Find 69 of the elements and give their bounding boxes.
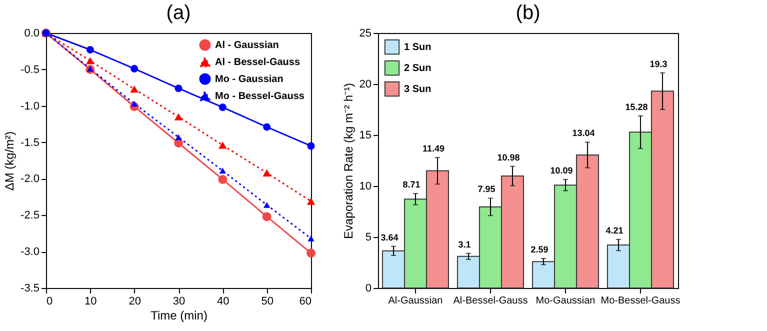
data-label: 2.59 [530, 244, 548, 255]
x-tick-label: 50 [261, 296, 274, 308]
data-label: 4.21 [606, 225, 624, 236]
data-label: 3.64 [380, 232, 398, 242]
legend-label: Mo - Gaussian [215, 74, 284, 85]
point [263, 202, 270, 208]
point [218, 104, 226, 112]
y-tick-label: 0.0 [24, 28, 40, 40]
x-tick-label: 0 [46, 296, 53, 308]
point [130, 86, 138, 93]
point [130, 64, 138, 72]
point [130, 100, 138, 107]
legend-label: 1 Sun [404, 42, 432, 53]
chart-title: (a) [166, 2, 191, 24]
y-tick-label: -3.0 [20, 246, 40, 258]
point [86, 57, 94, 64]
y-tick-label: 20 [359, 78, 372, 90]
legend-label: Al - Bessel-Gauss [215, 57, 300, 68]
data-label: 10.09 [550, 165, 573, 176]
data-label: 8.71 [402, 180, 420, 190]
y-tick-label: 25 [359, 28, 372, 40]
point [263, 123, 271, 131]
point [306, 248, 316, 258]
legend-label: 3 Sun [404, 84, 432, 95]
x-tick-label: 40 [217, 296, 230, 308]
y-tick-label: -1.5 [20, 136, 40, 149]
y-tick-label: -1.0 [20, 100, 40, 112]
x-tick-label: Al-Bessel-Gauss [453, 296, 528, 306]
x-tick-label: 20 [128, 296, 141, 308]
data-label: 15.28 [625, 102, 648, 112]
y-tick-label: -3.5 [20, 282, 40, 294]
y-axis-title: ΔM (kg/m²) [2, 131, 17, 191]
data-label: 3.1 [458, 239, 471, 250]
y-tick-label: -0.5 [20, 64, 40, 76]
y-tick-label: -2.0 [20, 173, 40, 186]
y-tick-label: -2.5 [20, 210, 40, 222]
data-label: 11.49 [422, 144, 445, 154]
y-axis-title: Evaporation Rate (kg m⁻² h⁻¹) [341, 82, 356, 240]
legend-label: Mo - Bessel-Gauss [215, 91, 305, 102]
point [86, 46, 94, 54]
point [218, 174, 228, 184]
point [219, 168, 226, 174]
point [262, 169, 271, 176]
point [218, 142, 227, 149]
y-tick-label: 15 [359, 130, 372, 142]
point [175, 134, 182, 140]
point [306, 198, 316, 205]
y-tick-label: 5 [365, 232, 372, 244]
x-axis-title: Time (min) [150, 308, 208, 322]
x-tick-label: Mo-Bessel-Gauss [600, 296, 680, 306]
y-tick-label: 0 [365, 282, 372, 294]
x-tick-label: 60 [299, 296, 312, 308]
x-tick-label: Al-Gaussian [388, 296, 443, 306]
x-tick-label: 30 [172, 296, 186, 308]
legend-label: 2 Sun [404, 63, 432, 74]
point [307, 142, 315, 150]
x-tick-label: Mo-Gaussian [536, 296, 596, 306]
data-label: 7.95 [478, 184, 496, 194]
point [262, 212, 272, 222]
chart-title: (b) [516, 2, 540, 24]
x-tick-label: 10 [84, 296, 97, 308]
point [308, 236, 314, 242]
point [174, 84, 182, 92]
y-tick-label: 10 [359, 180, 372, 192]
data-label: 10.98 [497, 152, 520, 162]
data-label: 19.3 [650, 58, 668, 69]
point [174, 113, 183, 120]
data-label: 13.04 [572, 128, 595, 138]
legend-label: Al - Gaussian [215, 40, 279, 51]
